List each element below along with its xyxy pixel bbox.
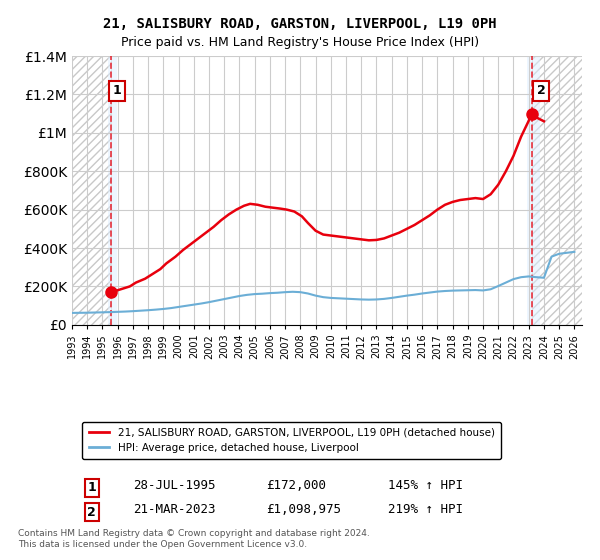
Text: 219% ↑ HPI: 219% ↑ HPI xyxy=(388,503,463,516)
Text: 28-JUL-1995: 28-JUL-1995 xyxy=(133,479,216,492)
Text: 1: 1 xyxy=(88,482,96,494)
Text: £1,098,975: £1,098,975 xyxy=(266,503,341,516)
Text: Price paid vs. HM Land Registry's House Price Index (HPI): Price paid vs. HM Land Registry's House … xyxy=(121,36,479,49)
Text: 1: 1 xyxy=(113,85,121,97)
Text: £172,000: £172,000 xyxy=(266,479,326,492)
Text: Contains HM Land Registry data © Crown copyright and database right 2024.
This d: Contains HM Land Registry data © Crown c… xyxy=(18,529,370,549)
Text: 145% ↑ HPI: 145% ↑ HPI xyxy=(388,479,463,492)
Bar xyxy=(108,56,117,325)
Bar xyxy=(532,56,582,325)
Text: 2: 2 xyxy=(88,506,96,519)
Text: 2: 2 xyxy=(536,85,545,97)
Bar xyxy=(527,56,539,325)
Legend: 21, SALISBURY ROAD, GARSTON, LIVERPOOL, L19 0PH (detached house), HPI: Average p: 21, SALISBURY ROAD, GARSTON, LIVERPOOL, … xyxy=(82,422,501,459)
Text: 21, SALISBURY ROAD, GARSTON, LIVERPOOL, L19 0PH: 21, SALISBURY ROAD, GARSTON, LIVERPOOL, … xyxy=(103,17,497,31)
Text: 21-MAR-2023: 21-MAR-2023 xyxy=(133,503,216,516)
Bar xyxy=(72,56,111,325)
